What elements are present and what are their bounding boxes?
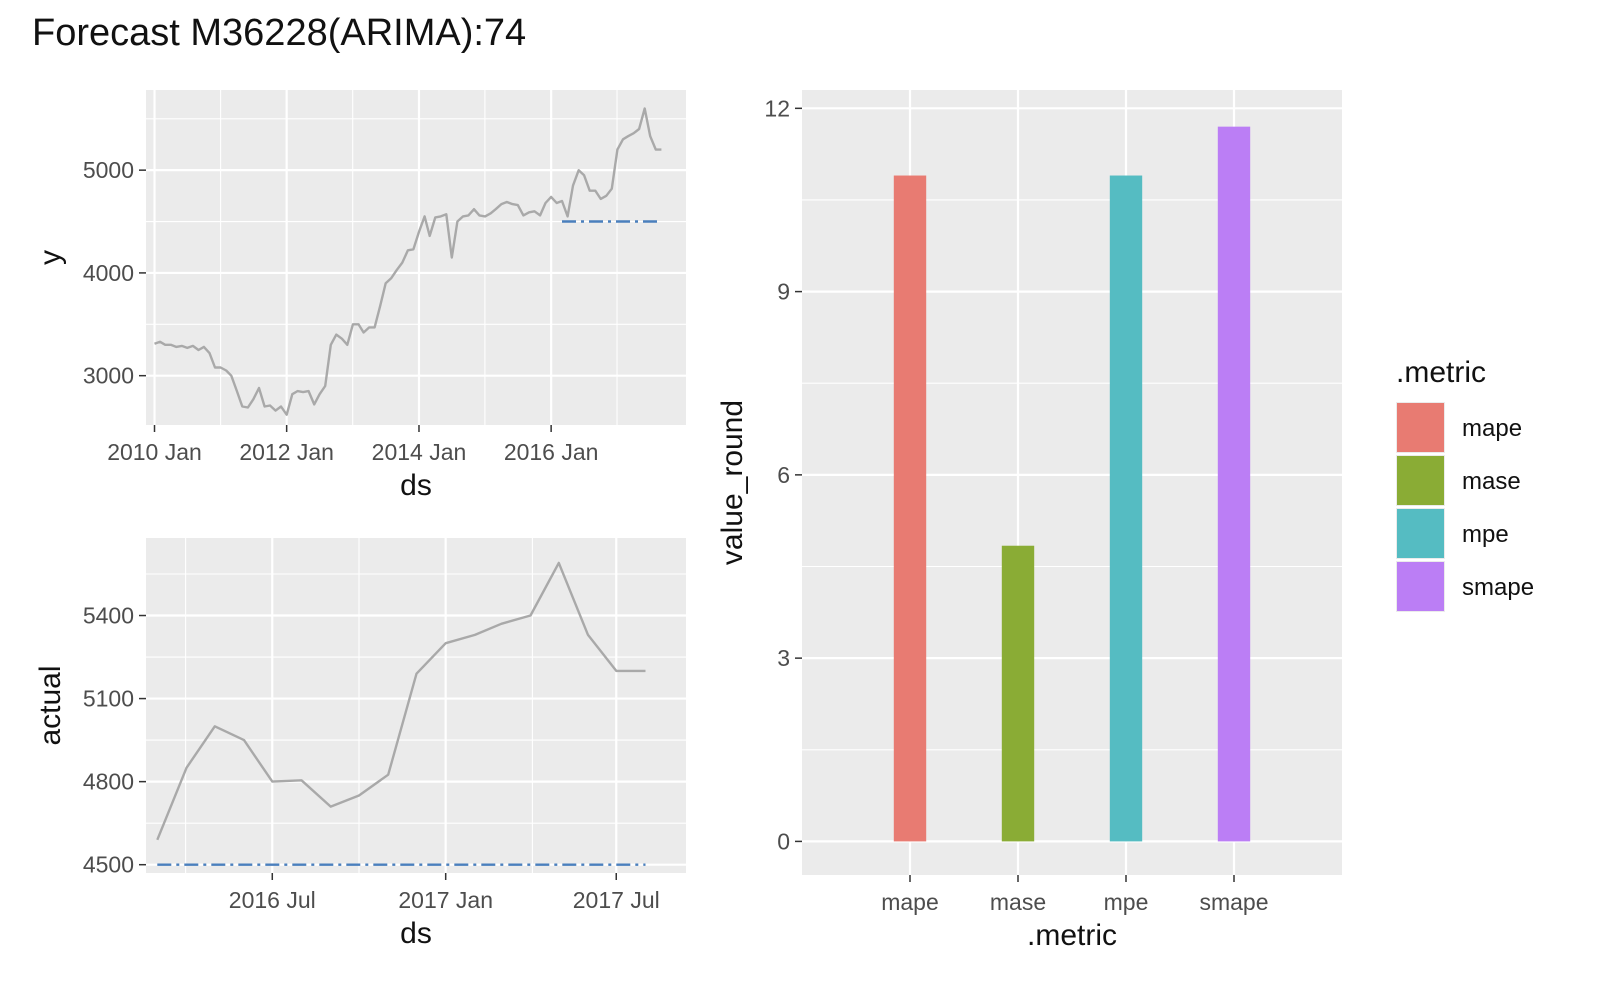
- bar-mase: [1001, 545, 1035, 842]
- x-axis-title: ds: [400, 469, 432, 502]
- legend-label-mape: mape: [1462, 415, 1522, 442]
- legend-swatch-smape: [1397, 562, 1444, 611]
- x-axis-title: .metric: [1027, 919, 1117, 952]
- legend-label-smape: smape: [1462, 574, 1534, 601]
- x-axis-title: ds: [400, 917, 432, 950]
- actual-line: [156, 561, 646, 841]
- y-tick-label: 9: [777, 279, 790, 305]
- test-chart: 4500 4800 5100 5400 2016 Jul 2017 Jan 2017 Jul…: [34, 538, 686, 950]
- legend-swatch-mpe: [1397, 509, 1444, 558]
- x-tick-label: mape: [881, 889, 939, 915]
- y-tick-label: 0: [777, 828, 790, 854]
- x-tick-label: 2016 Jul: [229, 887, 316, 913]
- y-tick-label: 3: [777, 645, 790, 671]
- legend: .metric mape mase mpe smape: [1396, 356, 1534, 612]
- plot-panel: [146, 538, 686, 873]
- x-tick-label: 2012 Jan: [239, 439, 334, 465]
- x-tick-label: 2014 Jan: [372, 439, 467, 465]
- legend-label-mpe: mpe: [1462, 521, 1509, 548]
- legend-swatch-mape: [1397, 403, 1444, 452]
- y-axis-title: actual: [34, 665, 67, 745]
- legend-swatch-mase: [1397, 456, 1444, 505]
- x-tick-label: mase: [990, 889, 1046, 915]
- y-tick-label: 3000: [83, 363, 134, 389]
- legend-title: .metric: [1396, 356, 1486, 389]
- y-tick-label: 4500: [83, 852, 134, 878]
- x-tick-label: 2017 Jul: [573, 887, 660, 913]
- x-tick-label: 2016 Jan: [504, 439, 599, 465]
- plot-panel: [146, 90, 686, 425]
- x-tick-label: 2017 Jan: [398, 887, 493, 913]
- actual-line: [154, 107, 662, 416]
- metrics-chart: 0 3 6 9 12 mape mase mpe smape .metric value_round…: [716, 90, 1534, 952]
- legend-label-mase: mase: [1462, 468, 1521, 495]
- plot-panel: [802, 90, 1342, 875]
- y-tick-label: 4000: [83, 260, 134, 286]
- y-tick-label: 5000: [83, 157, 134, 183]
- x-tick-label: smape: [1199, 889, 1268, 915]
- history-chart: 3000 4000 5000 2010 Jan 2012 Jan 2014 Jan 2016…: [34, 90, 686, 502]
- y-tick-label: 6: [777, 462, 790, 488]
- y-axis-title: value_round: [716, 400, 749, 565]
- y-tick-label: 12: [764, 95, 790, 121]
- bar-smape: [1217, 126, 1251, 842]
- x-tick-label: 2010 Jan: [107, 439, 202, 465]
- y-tick-label: 5100: [83, 686, 134, 712]
- y-tick-label: 5400: [83, 603, 134, 629]
- y-tick-label: 4800: [83, 769, 134, 795]
- page-title: Forecast M36228(ARIMA):74: [32, 12, 527, 54]
- x-tick-label: mpe: [1104, 889, 1149, 915]
- bar-mpe: [1109, 175, 1143, 842]
- bar-mape: [893, 175, 927, 842]
- y-axis-title: y: [34, 250, 67, 265]
